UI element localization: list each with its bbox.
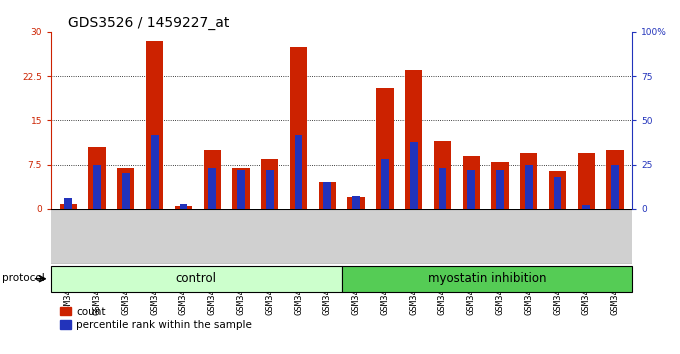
Bar xyxy=(347,197,364,209)
Text: protocol: protocol xyxy=(2,273,45,283)
Bar xyxy=(233,167,250,209)
Bar xyxy=(549,171,566,209)
Bar xyxy=(175,206,192,209)
Bar xyxy=(554,177,562,209)
FancyBboxPatch shape xyxy=(341,266,632,292)
Bar xyxy=(583,205,590,209)
Bar xyxy=(88,147,105,209)
Bar xyxy=(266,170,273,209)
Bar xyxy=(93,165,101,209)
Bar xyxy=(520,153,537,209)
Bar xyxy=(117,167,135,209)
Bar xyxy=(492,162,509,209)
Bar xyxy=(376,88,394,209)
Bar xyxy=(324,182,331,209)
Bar xyxy=(352,196,360,209)
Bar xyxy=(319,182,336,209)
Bar xyxy=(146,41,163,209)
FancyBboxPatch shape xyxy=(51,266,341,292)
Bar xyxy=(405,70,422,209)
Bar xyxy=(151,135,158,209)
Bar xyxy=(607,150,624,209)
Bar xyxy=(261,159,278,209)
Bar xyxy=(462,156,480,209)
Bar xyxy=(439,168,446,209)
Bar xyxy=(65,198,72,209)
Text: control: control xyxy=(176,272,217,285)
Legend: count, percentile rank within the sample: count, percentile rank within the sample xyxy=(56,303,256,334)
Bar xyxy=(122,173,130,209)
Bar xyxy=(290,47,307,209)
Bar xyxy=(60,204,77,209)
Text: GDS3526 / 1459227_at: GDS3526 / 1459227_at xyxy=(68,16,229,30)
Bar xyxy=(203,150,221,209)
Bar xyxy=(237,170,245,209)
Bar xyxy=(525,165,532,209)
Bar xyxy=(434,141,451,209)
Bar xyxy=(467,170,475,209)
Bar xyxy=(611,165,619,209)
Bar xyxy=(381,159,389,209)
Bar xyxy=(294,135,303,209)
Bar xyxy=(578,153,595,209)
Bar xyxy=(208,168,216,209)
Text: myostatin inhibition: myostatin inhibition xyxy=(428,272,546,285)
Bar xyxy=(180,204,187,209)
Bar xyxy=(496,170,504,209)
Bar xyxy=(410,142,418,209)
